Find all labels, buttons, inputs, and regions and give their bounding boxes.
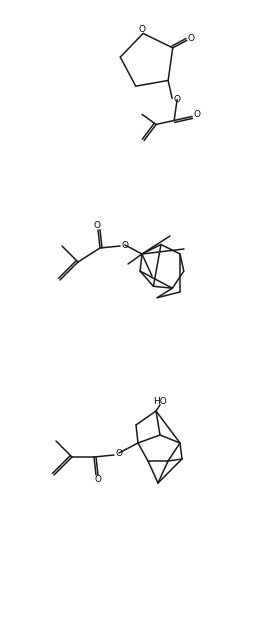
Text: O: O — [94, 476, 102, 484]
Text: O: O — [139, 25, 146, 34]
Text: O: O — [93, 220, 101, 230]
Text: O: O — [194, 110, 201, 119]
Text: O: O — [174, 95, 181, 104]
Text: O: O — [121, 241, 129, 249]
Text: O: O — [187, 34, 194, 43]
Text: O: O — [116, 449, 122, 457]
Text: HO: HO — [153, 397, 167, 405]
